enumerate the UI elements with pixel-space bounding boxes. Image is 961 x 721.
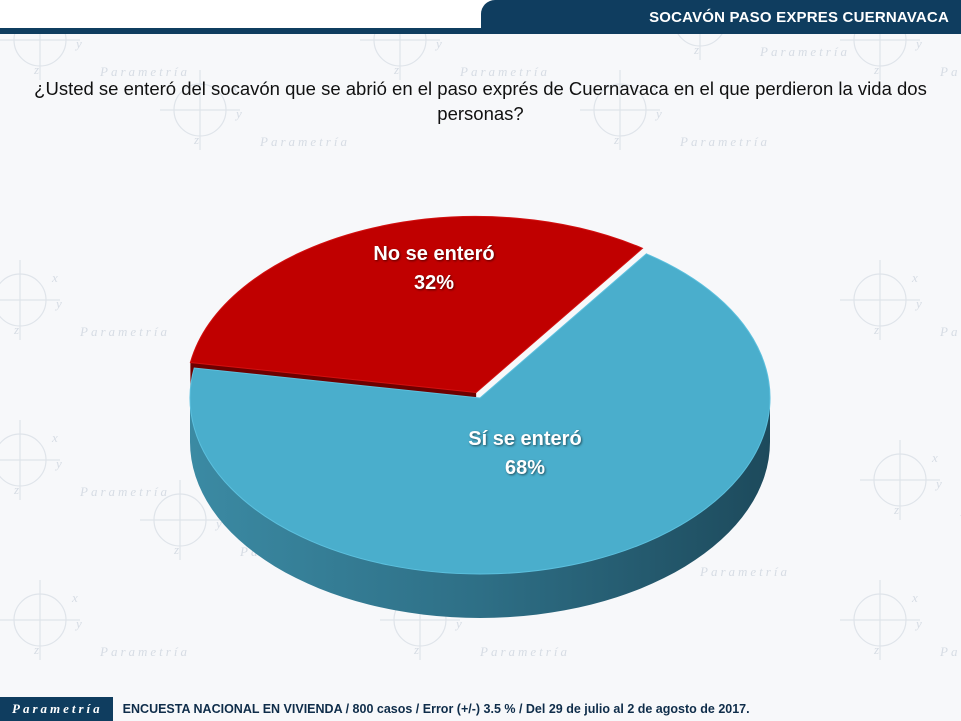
watermark-word: Parametría [259, 134, 350, 149]
footer: Parametría ENCUESTA NACIONAL EN VIVIENDA… [0, 697, 961, 721]
watermark-letter: x [51, 430, 58, 445]
watermark-letter: y [914, 36, 922, 51]
header-tab: SOCAVÓN PASO EXPRES CUERNAVACA [481, 0, 961, 34]
pie-side-si [190, 398, 770, 618]
watermark-word: Parametría [939, 64, 961, 79]
footer-survey-note: ENCUESTA NACIONAL EN VIVIENDA / 800 caso… [122, 702, 750, 716]
watermark-letter: y [654, 106, 662, 121]
watermark-letter: z [873, 642, 879, 657]
watermark-letter: y [434, 36, 442, 51]
watermark-letter: y [74, 616, 82, 631]
watermark-letter: y [54, 296, 62, 311]
watermark-letter: z [893, 502, 899, 517]
watermark-word: Parametría [939, 324, 961, 339]
watermark-word: Parametría [759, 44, 850, 59]
slice-label-no-name: No se enteró [373, 243, 495, 265]
slice-label-si: Sí se enteró 68% [425, 425, 625, 483]
watermark-letter: y [214, 516, 222, 531]
watermark-letter: x [931, 450, 938, 465]
header-title: SOCAVÓN PASO EXPRES CUERNAVACA [649, 8, 949, 26]
survey-question: ¿Usted se enteró del socavón que se abri… [34, 78, 927, 124]
slice-label-no-value: 32% [413, 272, 455, 294]
watermark-letter: y [914, 616, 922, 631]
watermark-letter: y [54, 456, 62, 471]
watermark-letter: z [873, 322, 879, 337]
watermark-letter: z [13, 322, 19, 337]
watermark-letter: z [173, 542, 179, 557]
footer-brand-logo: Parametría [0, 697, 113, 721]
watermark-letter: z [193, 132, 199, 147]
watermark-letter: x [231, 80, 238, 95]
watermark-word: Parametría [939, 644, 961, 659]
pie-slice-si [189, 253, 771, 575]
watermark-word: Parametría [959, 504, 961, 519]
watermark-letter: z [13, 482, 19, 497]
watermark-word: Parametría [99, 644, 190, 659]
watermark-letter: z [33, 62, 39, 77]
watermark-letter: y [934, 476, 942, 491]
watermark-letter: z [873, 62, 879, 77]
slice-label-no: No se enteró 32% [334, 240, 534, 298]
watermark-word: Parametría [79, 484, 170, 499]
slice-label-si-value: 68% [504, 457, 546, 479]
watermark-letter: y [74, 36, 82, 51]
watermark-word: Parametría [459, 64, 550, 79]
watermark-word: Parametría [79, 324, 170, 339]
watermark-letter: z [613, 132, 619, 147]
watermark-letter: y [234, 106, 242, 121]
slice-label-si-name: Sí se enteró [468, 428, 582, 450]
watermark-letter: z [413, 642, 419, 657]
watermark-letter: z [393, 62, 399, 77]
watermark-letter: x [71, 590, 78, 605]
watermark-word: Parametría [479, 644, 570, 659]
watermark-letter: x [651, 80, 658, 95]
pie-slice-no [189, 215, 644, 393]
watermark-word: Parametría [699, 564, 790, 579]
watermark-letter: x [911, 270, 918, 285]
watermark-letter: x [51, 270, 58, 285]
watermark-word: Parametría [99, 64, 190, 79]
watermark-word: Parametría [679, 134, 770, 149]
header-bar [0, 28, 961, 34]
watermark-letter: y [454, 616, 462, 631]
watermark-letter: x [911, 590, 918, 605]
watermark-letter: z [33, 642, 39, 657]
watermark-letter: y [914, 296, 922, 311]
watermark-letter: z [693, 42, 699, 57]
